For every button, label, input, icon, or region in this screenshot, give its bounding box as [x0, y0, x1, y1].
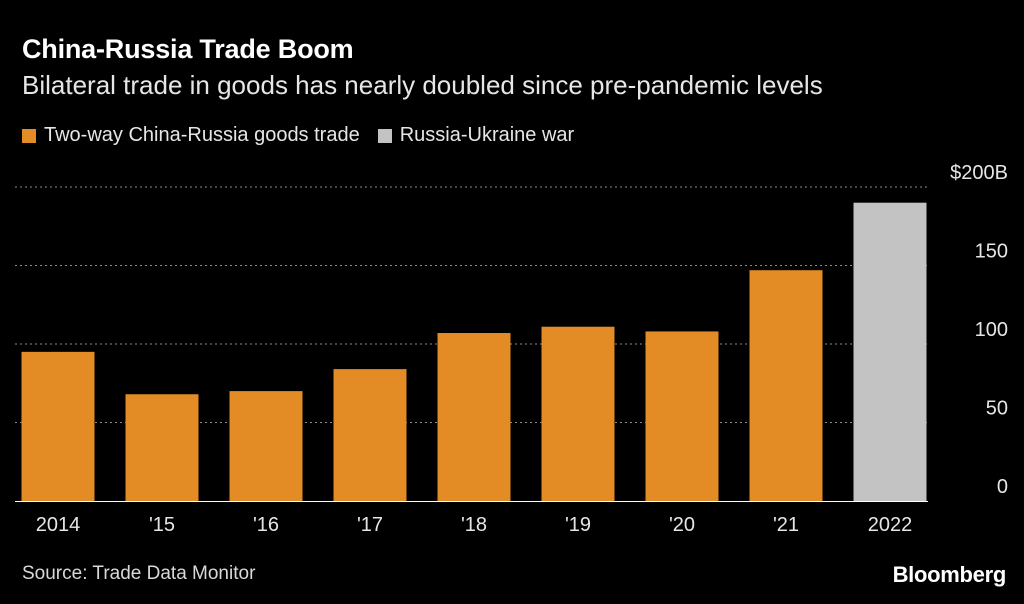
bar — [125, 394, 199, 501]
bar — [229, 391, 303, 501]
legend-item-trade: Two-way China-Russia goods trade — [22, 124, 360, 147]
x-tick-label: '19 — [565, 514, 591, 536]
legend: Two-way China-Russia goods trade Russia-… — [22, 124, 592, 147]
x-tick-label: 2022 — [868, 514, 913, 536]
legend-swatch-war — [377, 128, 392, 143]
x-tick-label: '21 — [773, 514, 799, 536]
legend-swatch-trade — [22, 128, 36, 143]
bar — [333, 369, 407, 501]
legend-item-war: Russia-Ukraine war — [377, 124, 575, 147]
legend-label-trade: Two-way China-Russia goods trade — [44, 124, 360, 146]
x-tick-label: 2014 — [36, 514, 81, 536]
y-tick-label: 50 — [986, 398, 1008, 420]
x-tick-label: '18 — [461, 514, 487, 536]
chart-title: China-Russia Trade Boom — [22, 34, 354, 64]
y-tick-label: 100 — [975, 319, 1008, 341]
y-tick-label: 150 — [975, 241, 1008, 263]
chart-subtitle: Bilateral trade in goods has nearly doub… — [22, 70, 823, 100]
source-note: Source: Trade Data Monitor — [22, 563, 256, 584]
bar — [645, 331, 719, 501]
bloomberg-logo: Bloomberg — [892, 562, 1007, 587]
bar — [541, 326, 615, 501]
x-tick-label: '15 — [149, 514, 175, 536]
y-tick-label: $200B — [950, 162, 1008, 184]
x-tick-label: '16 — [253, 514, 279, 536]
y-tick-label: 0 — [997, 476, 1008, 498]
legend-label-war: Russia-Ukraine war — [399, 124, 575, 146]
bar — [749, 270, 823, 501]
x-tick-label: '20 — [669, 514, 695, 536]
bar — [21, 351, 95, 501]
bar — [853, 202, 927, 501]
bar — [437, 333, 511, 501]
x-tick-label: '17 — [357, 514, 383, 536]
